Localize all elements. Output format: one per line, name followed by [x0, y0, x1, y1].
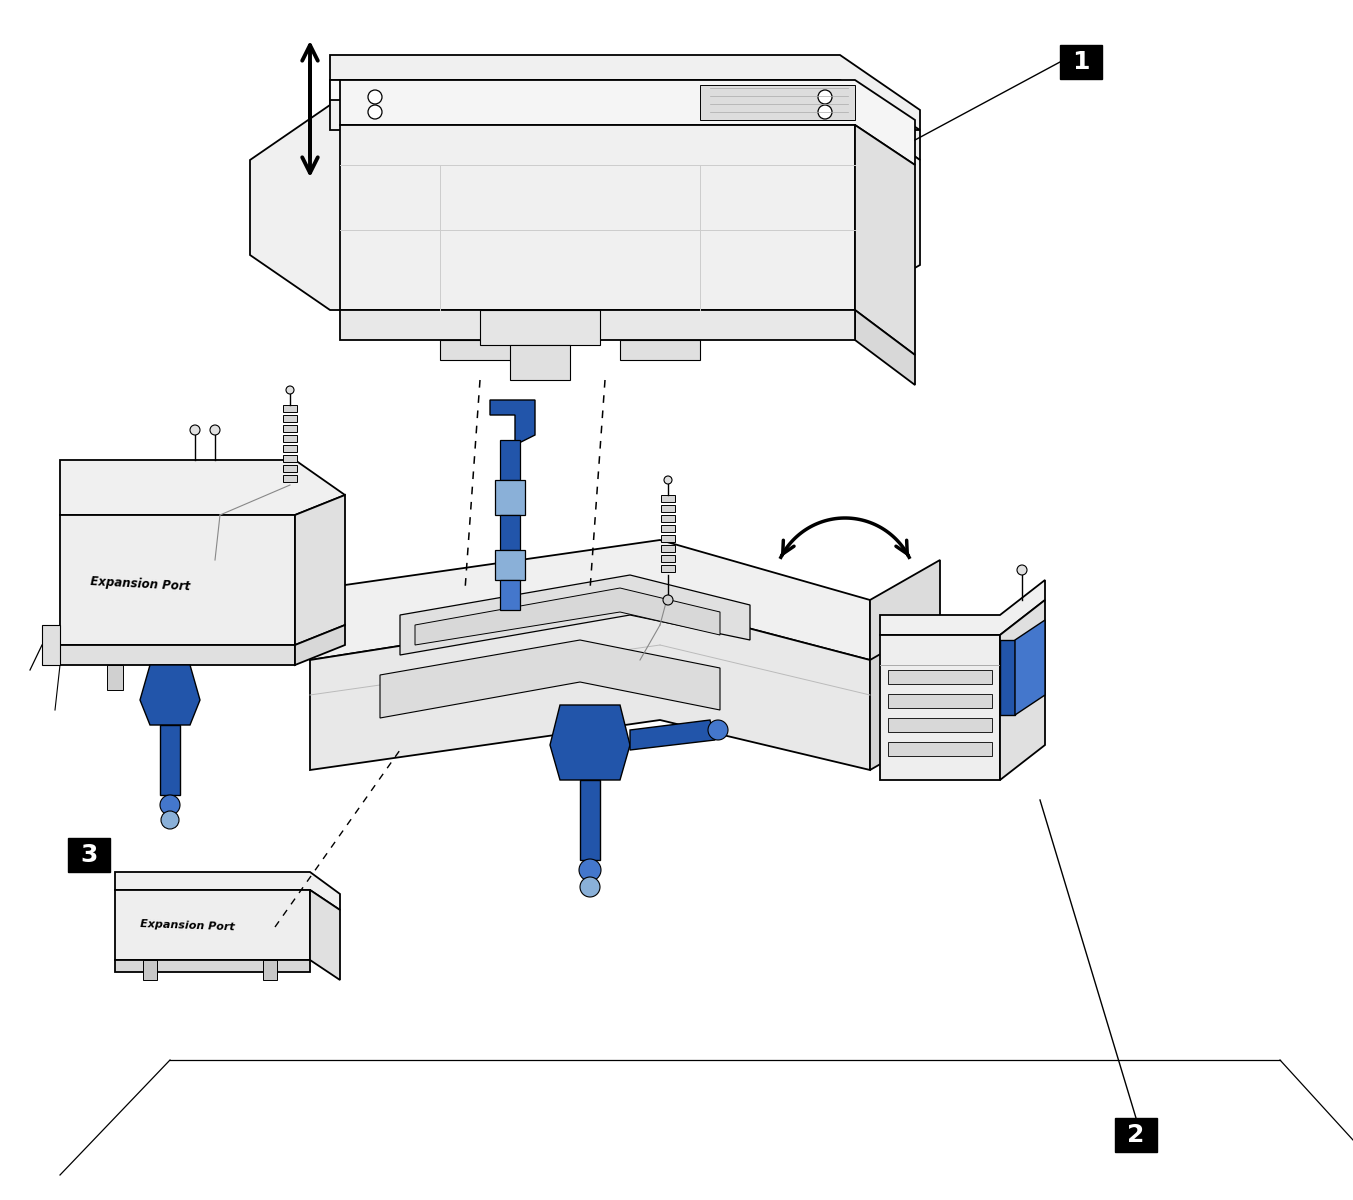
Polygon shape [42, 625, 60, 665]
Polygon shape [330, 80, 920, 130]
Circle shape [160, 794, 180, 815]
Polygon shape [870, 560, 940, 670]
Polygon shape [662, 526, 675, 532]
Polygon shape [440, 340, 520, 360]
Circle shape [189, 425, 200, 434]
FancyBboxPatch shape [1059, 44, 1101, 79]
Polygon shape [620, 340, 700, 360]
Polygon shape [630, 720, 714, 750]
Polygon shape [888, 694, 992, 708]
Polygon shape [495, 550, 525, 580]
Circle shape [663, 595, 672, 605]
Text: 3: 3 [80, 842, 97, 866]
Polygon shape [501, 440, 520, 480]
Polygon shape [1015, 620, 1045, 715]
Polygon shape [551, 704, 630, 780]
Polygon shape [888, 670, 992, 684]
Polygon shape [1000, 640, 1015, 715]
Polygon shape [879, 635, 1000, 780]
Circle shape [285, 386, 294, 394]
Polygon shape [870, 620, 940, 770]
Polygon shape [60, 646, 295, 665]
Polygon shape [662, 535, 675, 542]
Polygon shape [400, 575, 750, 655]
Polygon shape [250, 104, 920, 310]
Circle shape [161, 811, 179, 829]
Polygon shape [888, 718, 992, 732]
Polygon shape [495, 480, 525, 515]
Polygon shape [855, 125, 915, 355]
Polygon shape [700, 85, 855, 120]
FancyBboxPatch shape [68, 838, 110, 872]
Polygon shape [340, 80, 915, 164]
Circle shape [664, 476, 672, 484]
Circle shape [579, 859, 601, 881]
Circle shape [819, 90, 832, 104]
Polygon shape [107, 665, 123, 690]
Polygon shape [295, 625, 345, 665]
Polygon shape [139, 665, 200, 725]
Polygon shape [480, 310, 599, 346]
Polygon shape [310, 605, 870, 770]
Polygon shape [662, 505, 675, 512]
Polygon shape [580, 780, 599, 860]
Polygon shape [855, 310, 915, 385]
Polygon shape [283, 464, 298, 472]
Polygon shape [115, 872, 340, 910]
Polygon shape [60, 460, 345, 515]
Polygon shape [283, 455, 298, 462]
Polygon shape [662, 494, 675, 502]
Polygon shape [115, 960, 310, 972]
Text: 1: 1 [1072, 50, 1089, 74]
Polygon shape [662, 515, 675, 522]
Polygon shape [330, 55, 920, 160]
Polygon shape [283, 475, 298, 482]
Circle shape [210, 425, 221, 434]
Polygon shape [143, 960, 157, 980]
Polygon shape [662, 545, 675, 552]
Polygon shape [283, 445, 298, 452]
Polygon shape [340, 310, 855, 340]
Polygon shape [283, 425, 298, 432]
Polygon shape [160, 725, 180, 794]
Circle shape [819, 104, 832, 119]
Polygon shape [340, 125, 855, 310]
Polygon shape [115, 890, 310, 960]
FancyBboxPatch shape [1115, 1118, 1157, 1152]
Polygon shape [415, 588, 720, 646]
Circle shape [708, 720, 728, 740]
Circle shape [368, 90, 382, 104]
Polygon shape [501, 580, 520, 610]
Polygon shape [662, 565, 675, 572]
Polygon shape [490, 400, 534, 445]
Polygon shape [262, 960, 277, 980]
Text: Expansion Port: Expansion Port [139, 919, 235, 932]
Polygon shape [380, 640, 720, 718]
Polygon shape [510, 346, 570, 380]
Polygon shape [1000, 600, 1045, 780]
Circle shape [1017, 565, 1027, 575]
Polygon shape [662, 554, 675, 562]
Polygon shape [888, 742, 992, 756]
Polygon shape [295, 494, 345, 646]
Polygon shape [501, 515, 520, 550]
Polygon shape [60, 515, 295, 646]
Polygon shape [283, 415, 298, 422]
Text: 2: 2 [1127, 1123, 1145, 1147]
Polygon shape [283, 404, 298, 412]
Polygon shape [879, 580, 1045, 635]
Circle shape [580, 877, 599, 898]
Circle shape [368, 104, 382, 119]
Polygon shape [310, 890, 340, 980]
Polygon shape [310, 540, 870, 660]
Polygon shape [152, 665, 168, 690]
Polygon shape [283, 434, 298, 442]
Text: Expansion Port: Expansion Port [91, 575, 191, 593]
Polygon shape [330, 80, 894, 134]
